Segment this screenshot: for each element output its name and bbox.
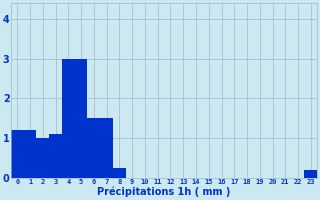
Bar <box>36 138 49 178</box>
Bar <box>11 130 24 178</box>
Bar <box>75 59 87 178</box>
Bar <box>113 168 126 178</box>
Bar <box>100 118 113 178</box>
Bar <box>49 134 62 178</box>
X-axis label: Précipitations 1h ( mm ): Précipitations 1h ( mm ) <box>97 187 231 197</box>
Bar <box>87 118 100 178</box>
Bar <box>304 170 317 178</box>
Bar <box>62 59 75 178</box>
Bar <box>24 130 36 178</box>
